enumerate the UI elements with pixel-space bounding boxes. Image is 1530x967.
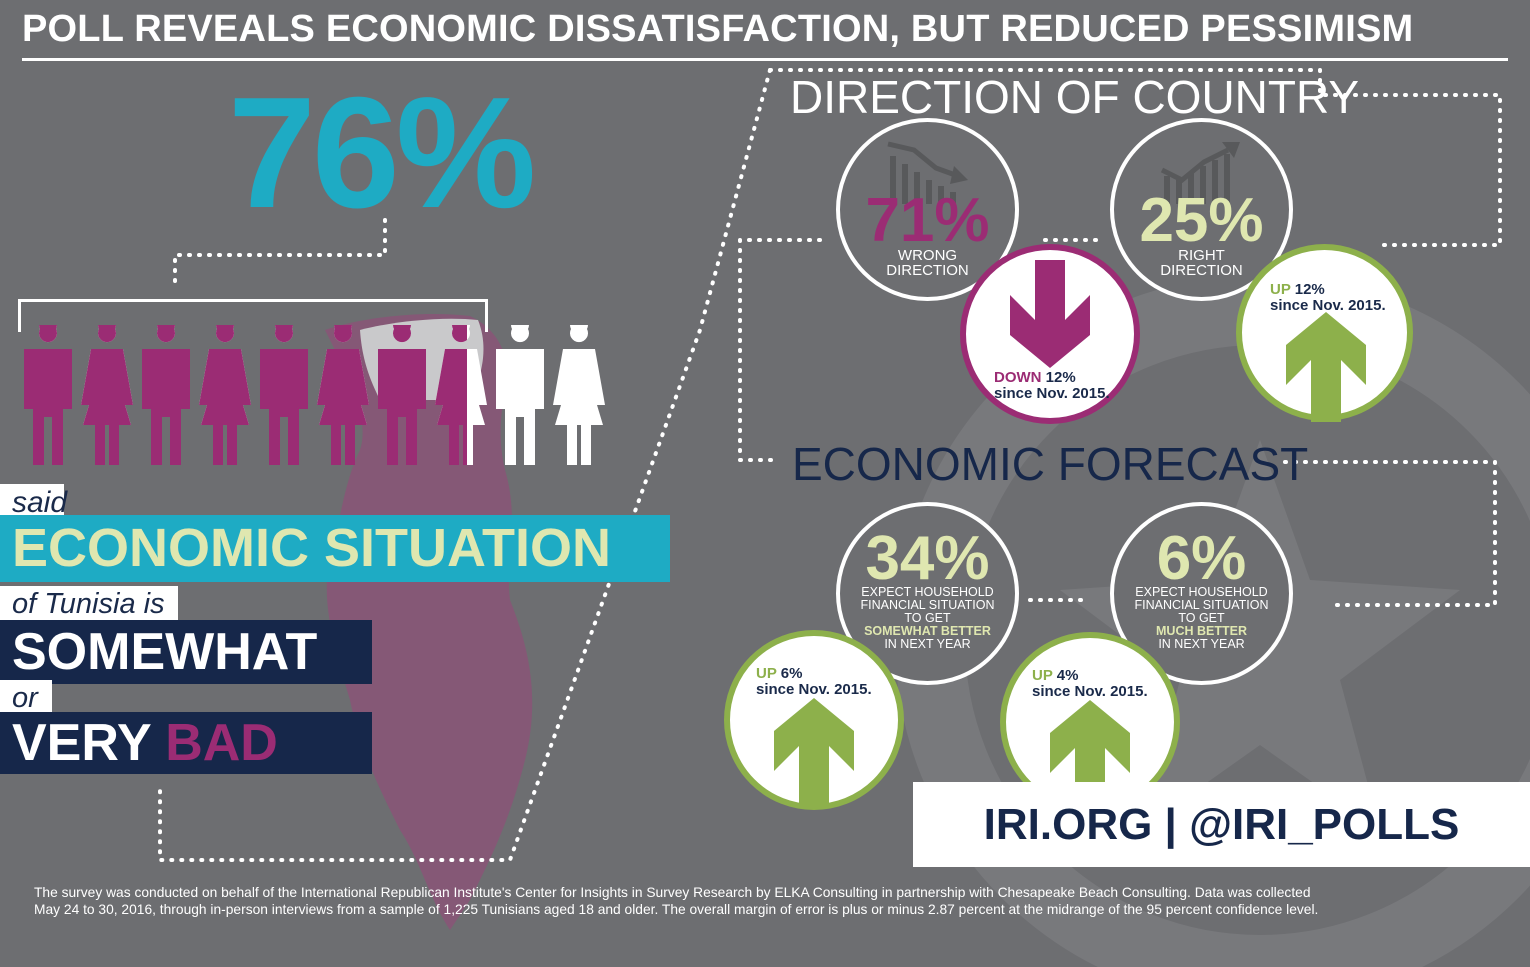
down-word: DOWN <box>994 369 1042 386</box>
very-word: VERY <box>12 714 151 772</box>
right-up-value: 12% <box>1294 281 1325 298</box>
somewhat-up-change-text: UP 6% since Nov. 2015. <box>756 666 872 698</box>
much-better-value: 6% <box>1156 524 1247 593</box>
somewhat-up-since: since Nov. 2015. <box>756 681 872 698</box>
or-label: or <box>0 680 52 716</box>
arrow-up-icon <box>1286 312 1366 422</box>
up-change-circle-somewhat: UP 6% since Nov. 2015. <box>724 630 904 810</box>
arrow-up-icon <box>774 698 854 808</box>
down-change-text: DOWN 12% since Nov. 2015. <box>994 370 1110 402</box>
direction-heading: DIRECTION OF COUNTRY <box>790 71 1360 123</box>
tunisia-map <box>325 313 533 931</box>
somewhat-up-word: UP <box>756 665 777 682</box>
very-bad-label: VERY BAD <box>0 712 372 774</box>
wrong-direction-value: 71% <box>865 186 990 255</box>
economic-situation-label: ECONOMIC SITUATION <box>0 515 670 582</box>
bad-word: BAD <box>165 714 278 772</box>
much-line-1: EXPECT HOUSEHOLD <box>1135 585 1268 599</box>
somewhat-up-value: 6% <box>780 665 803 682</box>
person-female-icon <box>553 325 605 465</box>
person-female-icon <box>199 325 251 465</box>
person-male-icon <box>496 325 544 465</box>
up-change-circle-right: UP 12% since Nov. 2015. <box>1236 244 1413 422</box>
down-value: 12% <box>1045 369 1076 386</box>
somewhat-line-1: EXPECT HOUSEHOLD <box>861 585 994 599</box>
person-female-icon <box>435 325 487 465</box>
much-up-value: 4% <box>1056 667 1079 684</box>
trending-down-icon <box>887 141 968 204</box>
arrow-up-icon <box>1050 700 1130 810</box>
people-bracket <box>18 299 488 332</box>
wrong-direction-circle: 71% WRONG DIRECTION <box>836 118 1019 301</box>
much-up-since: since Nov. 2015. <box>1032 683 1148 700</box>
right-direction-label-2: DIRECTION <box>1160 262 1243 279</box>
much-highlight: MUCH BETTER <box>1156 624 1247 638</box>
dotted-connectors <box>158 68 1502 862</box>
much-line-3: TO GET <box>1178 611 1225 625</box>
wrong-direction-label-2: DIRECTION <box>886 262 969 279</box>
person-female-icon <box>317 325 369 465</box>
somewhat-better-value: 34% <box>865 524 990 593</box>
forecast-heading: ECONOMIC FORECAST <box>792 438 1309 490</box>
somewhat-line-5: IN NEXT YEAR <box>884 637 971 651</box>
right-up-since: since Nov. 2015. <box>1270 297 1386 314</box>
title-underline <box>22 58 1508 61</box>
people-icon-row <box>24 325 605 465</box>
much-line-5: IN NEXT YEAR <box>1158 637 1245 651</box>
somewhat-line-2: FINANCIAL SITUATION <box>860 598 995 612</box>
somewhat-line-3: TO GET <box>904 611 951 625</box>
person-male-icon <box>378 325 426 465</box>
person-male-icon <box>260 325 308 465</box>
page-title: POLL REVEALS ECONOMIC DISSATISFACTION, B… <box>22 8 1414 50</box>
somewhat-label: SOMEWHAT <box>0 620 372 684</box>
person-male-icon <box>142 325 190 465</box>
iri-handle-banner[interactable]: IRI.ORG | @IRI_POLLS <box>913 782 1530 867</box>
right-direction-label-1: RIGHT <box>1178 247 1225 264</box>
trending-up-icon <box>1160 142 1240 204</box>
much-line-2: FINANCIAL SITUATION <box>1134 598 1269 612</box>
much-up-word: UP <box>1032 667 1053 684</box>
up-change-circle-much: UP 4% since Nov. 2015. <box>1000 632 1180 812</box>
right-up-word: UP <box>1270 281 1291 298</box>
methodology-footnote: The survey was conducted on behalf of th… <box>34 885 1319 917</box>
headline-percentage: 76% <box>228 65 536 241</box>
much-up-change-text: UP 4% since Nov. 2015. <box>1032 668 1148 700</box>
right-direction-value: 25% <box>1139 186 1264 255</box>
wrong-direction-label-1: WRONG <box>897 247 958 264</box>
person-female-icon <box>81 325 133 465</box>
person-male-icon <box>24 325 72 465</box>
down-change-circle: DOWN 12% since Nov. 2015. <box>960 244 1140 424</box>
of-tunisia-label: of Tunisia is <box>0 586 178 622</box>
somewhat-highlight: SOMEWHAT BETTER <box>864 624 991 638</box>
right-up-change-text: UP 12% since Nov. 2015. <box>1270 282 1386 314</box>
arrow-down-icon <box>1010 260 1090 368</box>
down-since: since Nov. 2015. <box>994 385 1110 402</box>
